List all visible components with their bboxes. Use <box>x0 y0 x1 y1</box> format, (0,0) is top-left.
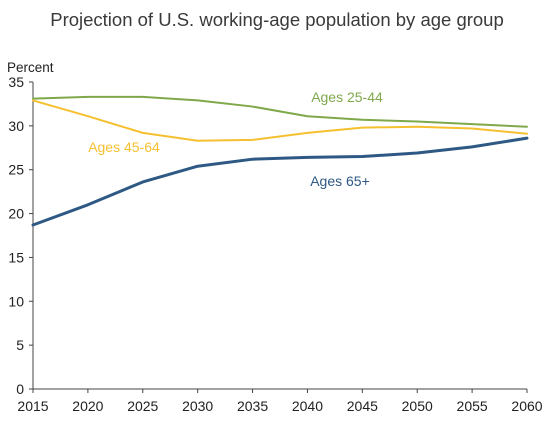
series-label-ages-65-: Ages 65+ <box>310 173 370 189</box>
y-tick-label: 10 <box>8 293 24 309</box>
series-label-ages-45-64: Ages 45-64 <box>88 139 160 155</box>
x-tick-label: 2020 <box>72 398 103 414</box>
x-tick-label: 2060 <box>511 398 542 414</box>
y-tick-label: 5 <box>16 337 24 353</box>
series-label-ages-25-44: Ages 25-44 <box>311 89 383 105</box>
x-tick-label: 2045 <box>347 398 378 414</box>
y-tick-label: 35 <box>8 74 24 90</box>
x-tick-label: 2055 <box>457 398 488 414</box>
series-line-ages-65- <box>31 136 529 227</box>
y-tick-label: 20 <box>8 206 24 222</box>
x-tick-label: 2040 <box>292 398 323 414</box>
x-tick-label: 2035 <box>237 398 268 414</box>
series-lines <box>31 95 529 227</box>
chart-title: Projection of U.S. working-age populatio… <box>50 9 504 30</box>
y-tick-label: 0 <box>16 381 24 397</box>
x-tick-label: 2050 <box>402 398 433 414</box>
x-tick-label: 2015 <box>17 398 48 414</box>
y-tick-label: 15 <box>8 249 24 265</box>
y-tick-label: 30 <box>8 118 24 134</box>
series-labels: Ages 25-44 Ages 45-64 Ages 65+ <box>88 89 383 189</box>
series-line-ages-25-44 <box>32 95 528 128</box>
x-tick-label: 2025 <box>127 398 158 414</box>
y-tick-label: 25 <box>8 162 24 178</box>
y-axis-unit-label: Percent <box>7 60 54 75</box>
x-tick-label: 2030 <box>182 398 213 414</box>
series-line-ages-45-64 <box>32 99 528 142</box>
